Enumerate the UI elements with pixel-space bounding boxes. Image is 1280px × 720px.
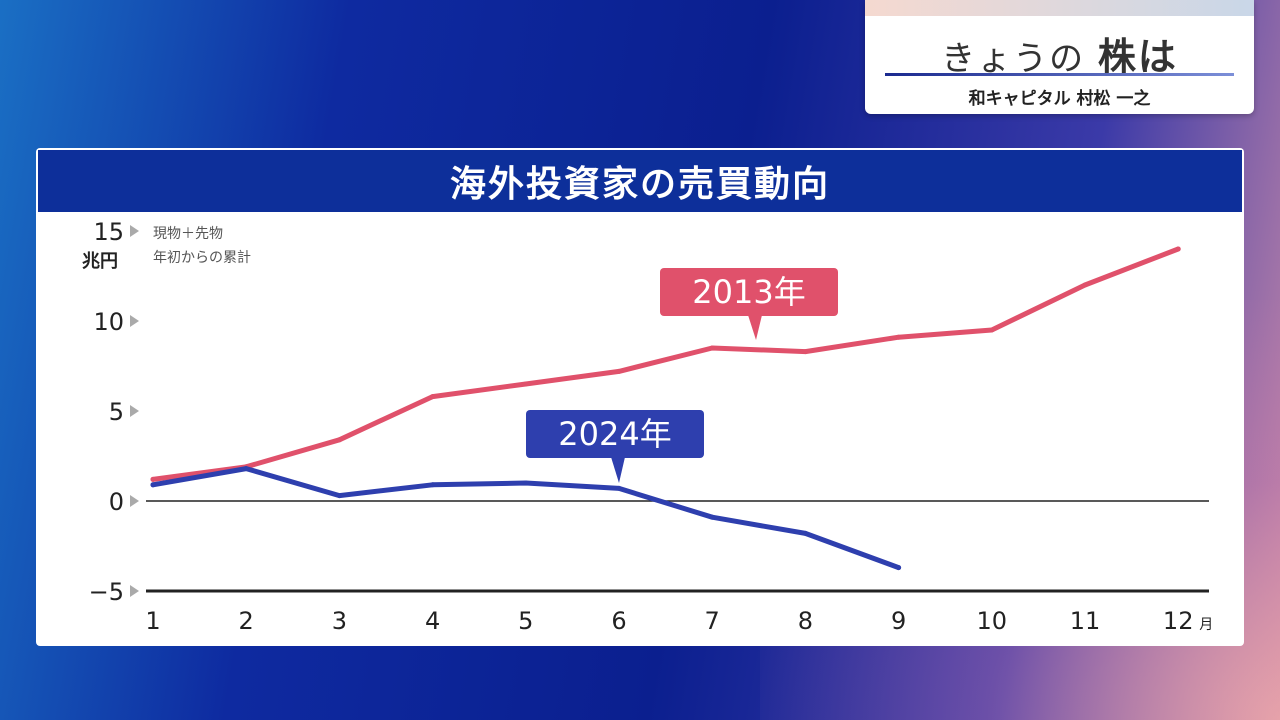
series-point: [989, 327, 995, 333]
series-point: [802, 530, 808, 536]
x-tick-label: 3: [332, 607, 347, 635]
series-point: [430, 482, 436, 488]
series-point: [1082, 282, 1088, 288]
badge-title: きょうの 株は: [865, 26, 1254, 81]
series-point: [336, 437, 342, 443]
callout-box: [526, 410, 704, 458]
series-point: [336, 493, 342, 499]
y-tick-label: 15: [93, 218, 124, 246]
x-tick-label: 4: [425, 607, 440, 635]
x-tick-label: 2: [239, 607, 254, 635]
y-tick-label: 0: [109, 488, 124, 516]
x-tick-label: 10: [977, 607, 1008, 635]
y-tick-marker: [130, 405, 139, 417]
series-point: [523, 381, 529, 387]
x-tick-label: 8: [798, 607, 813, 635]
x-tick-label: 12: [1163, 607, 1194, 635]
series-label: 2013年: [692, 273, 805, 311]
callout-box: [660, 268, 838, 316]
series-point: [616, 368, 622, 374]
chart-note: 年初からの累計: [153, 249, 251, 266]
series-point: [150, 482, 156, 488]
series-label: 2024年: [558, 415, 671, 453]
badge-title-emphasis: 株は: [1097, 35, 1178, 79]
x-tick-label: 11: [1070, 607, 1101, 635]
callout-pointer: [748, 315, 762, 340]
y-tick-marker: [130, 585, 139, 597]
y-tick-marker: [130, 495, 139, 507]
series-point: [896, 565, 902, 571]
x-tick-label: 6: [611, 607, 626, 635]
series-point: [616, 485, 622, 491]
y-tick-label: −5: [89, 578, 124, 606]
badge-strip: [865, 0, 1254, 16]
callout-pointer: [611, 457, 625, 483]
series-point: [150, 476, 156, 482]
chart-note: 現物＋先物: [153, 226, 223, 242]
series-point: [523, 480, 529, 486]
series-point: [1175, 246, 1181, 252]
series-point: [709, 345, 715, 351]
y-unit-label: 兆円: [82, 251, 118, 272]
y-tick-label: 5: [109, 398, 124, 426]
y-tick-marker: [130, 225, 139, 237]
program-badge: きょうの 株は 和キャピタル 村松 一之: [865, 0, 1254, 114]
series-point: [896, 334, 902, 340]
series-point: [243, 466, 249, 472]
chart-title: 海外投資家の売買動向: [38, 150, 1242, 212]
y-tick-marker: [130, 315, 139, 327]
x-tick-label: 1: [145, 607, 160, 635]
badge-title-pre: きょうの: [941, 39, 1086, 79]
x-unit-label: 月: [1199, 617, 1213, 633]
series-point: [709, 514, 715, 520]
badge-divider: [885, 73, 1234, 76]
x-tick-label: 5: [518, 607, 533, 635]
x-tick-label: 7: [705, 607, 720, 635]
series-line: [150, 246, 1181, 482]
series-point: [430, 394, 436, 400]
y-tick-label: 10: [93, 308, 124, 336]
x-tick-label: 9: [891, 607, 906, 635]
chart-panel: 海外投資家の売買動向 15 10 5 0 −5 兆円 現物＋先物 年初からの累計 1 2 3 4 5 6 7…: [36, 148, 1244, 646]
badge-byline: 和キャピタル 村松 一之: [968, 89, 1151, 109]
series-point: [802, 349, 808, 355]
